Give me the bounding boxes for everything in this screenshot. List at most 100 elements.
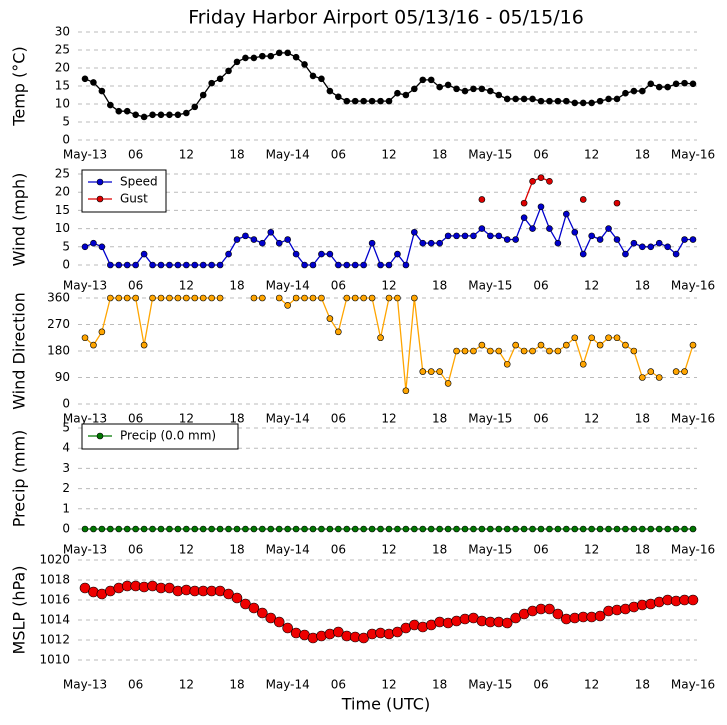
data-point: [292, 53, 300, 61]
x-tick-label: 12: [381, 543, 396, 557]
data-point: [503, 95, 511, 103]
y-tick-label: 180: [47, 344, 70, 358]
data-point: [605, 95, 612, 103]
data-point: [647, 243, 655, 251]
data-point: [647, 525, 655, 533]
data-point: [275, 49, 283, 57]
data-point: [183, 261, 190, 269]
data-point: [377, 261, 384, 269]
series-line: [84, 52, 694, 118]
data-point: [335, 261, 342, 269]
data-point: [335, 525, 342, 533]
data-point: [360, 294, 367, 302]
data-point: [478, 525, 486, 533]
data-point: [191, 525, 199, 533]
data-point: [419, 368, 427, 375]
x-tick-label: 12: [179, 543, 194, 557]
data-point: [427, 525, 435, 533]
data-point: [622, 341, 629, 349]
data-point: [563, 97, 570, 105]
data-point: [655, 83, 663, 91]
y-tick-label: 5: [62, 115, 70, 129]
data-point: [107, 525, 114, 533]
data-point: [529, 525, 536, 533]
data-point: [453, 525, 460, 533]
data-point: [495, 525, 503, 533]
x-tick-label: 18: [229, 279, 244, 293]
data-point: [664, 243, 671, 251]
data-point: [208, 294, 215, 302]
x-tick-label: May-16: [671, 148, 715, 162]
data-point: [385, 261, 393, 269]
data-point: [411, 525, 418, 533]
x-tick-label: 06: [533, 678, 548, 692]
data-point: [216, 75, 224, 83]
data-point: [157, 294, 165, 302]
data-point: [309, 72, 317, 80]
data-point: [552, 608, 564, 620]
data-point: [351, 294, 359, 302]
data-point: [368, 239, 376, 247]
data-point: [275, 525, 283, 533]
y-tick-label: 0: [62, 522, 70, 536]
x-tick-label: 06: [128, 148, 143, 162]
data-point: [687, 594, 699, 606]
data-point: [385, 525, 393, 533]
data-point: [292, 294, 300, 302]
data-point: [478, 85, 486, 93]
data-point: [225, 525, 232, 533]
y-tick-label: 1: [62, 501, 70, 515]
data-point: [149, 525, 156, 533]
data-point: [174, 525, 182, 533]
x-tick-label: 12: [179, 412, 194, 426]
data-point: [132, 525, 139, 533]
data-point: [461, 232, 469, 240]
x-tick-label: 12: [381, 279, 396, 293]
data-point: [81, 243, 89, 251]
x-tick-label: 06: [533, 412, 548, 426]
data-point: [436, 83, 443, 91]
x-tick-label: 06: [533, 148, 548, 162]
data-point: [368, 97, 376, 105]
legend-marker: [96, 432, 104, 440]
y-tick-label: 1012: [39, 633, 70, 647]
data-point: [301, 61, 308, 68]
data-point: [419, 239, 427, 247]
data-point: [267, 525, 275, 533]
x-tick-label: May-14: [266, 279, 310, 293]
data-point: [233, 236, 241, 243]
y-tick-label: 10: [55, 97, 70, 111]
data-point: [115, 525, 123, 533]
data-point: [470, 347, 477, 355]
data-point: [335, 328, 342, 336]
data-point: [554, 525, 562, 533]
data-point: [487, 232, 494, 240]
x-tick-label: 12: [584, 543, 599, 557]
data-point: [664, 525, 671, 533]
y-tick-label: 90: [55, 370, 70, 384]
series-line: [84, 297, 221, 347]
data-point: [639, 374, 646, 381]
data-point: [495, 347, 503, 355]
data-point: [529, 177, 536, 185]
data-point: [309, 294, 317, 302]
data-point: [132, 261, 139, 269]
data-point: [503, 525, 511, 533]
y-tick-label: 20: [55, 61, 70, 75]
data-point: [259, 525, 266, 533]
x-tick-label: May-14: [266, 678, 310, 692]
data-point: [520, 95, 528, 103]
data-point: [639, 87, 646, 95]
data-point: [411, 228, 418, 236]
x-tick-label: May-13: [63, 678, 107, 692]
x-tick-label: 12: [381, 412, 396, 426]
y-tick-label: 5: [62, 421, 70, 435]
data-point: [613, 525, 621, 533]
data-point: [250, 54, 258, 62]
data-point: [284, 302, 291, 309]
data-point: [622, 250, 629, 258]
y-tick-label: 0: [62, 397, 70, 411]
data-point: [520, 525, 528, 533]
data-point: [512, 236, 519, 243]
data-point: [174, 111, 182, 119]
